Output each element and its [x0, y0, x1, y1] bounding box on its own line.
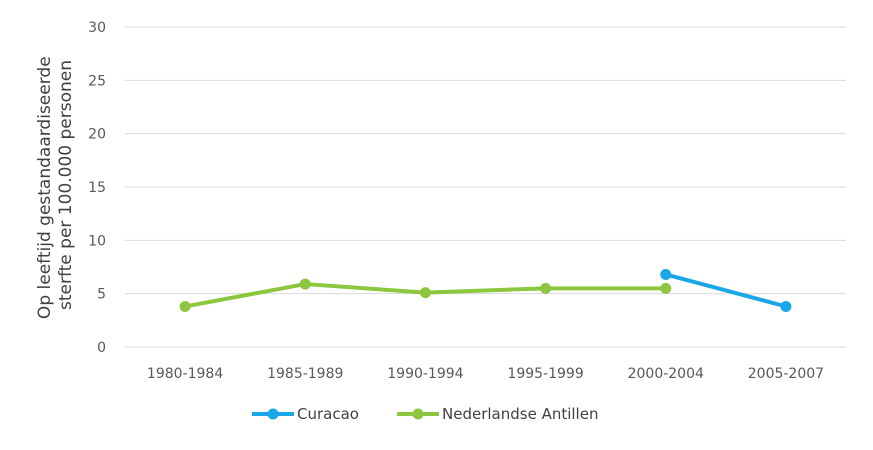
legend-swatch-marker [412, 408, 424, 420]
y-tick-label: 30 [88, 20, 106, 36]
data-point [660, 268, 672, 280]
series-0 [660, 268, 792, 312]
y-tick-label: 15 [88, 180, 106, 196]
y-axis-label-line-1: Op leeftijd gestandaardiseerde [35, 56, 55, 319]
x-tick-label: 2005-2007 [748, 366, 824, 382]
x-axis-ticks: 1980-1984 1985-1989 1990-1994 1995-1999 2000… [147, 366, 824, 382]
legend-item: Curacao [252, 405, 359, 423]
legend-label: Nederlandse Antillen [442, 405, 598, 423]
data-point [179, 300, 191, 312]
legend: Curacao Nederlandse Antillen [252, 405, 598, 423]
y-tick-label: 25 [88, 73, 106, 89]
y-tick-label: 20 [88, 127, 106, 143]
y-axis-label: Op leeftijd gestandaardiseerde sterfte p… [35, 51, 76, 319]
x-tick-label: 1980-1984 [147, 366, 223, 382]
y-tick-label: 0 [97, 340, 106, 356]
y-axis-ticks: 0 5 10 15 20 25 30 [88, 20, 106, 356]
data-point [660, 282, 672, 294]
data-point [780, 300, 792, 312]
x-tick-label: 1995-1999 [507, 366, 583, 382]
data-point [540, 282, 552, 294]
data-point [299, 278, 311, 290]
legend-item: Nederlandse Antillen [397, 405, 598, 423]
series-1 [179, 278, 672, 312]
legend-swatch-marker [267, 408, 279, 420]
data-point [419, 287, 431, 299]
legend-label: Curacao [297, 405, 359, 423]
series-line [663, 272, 788, 309]
series [179, 268, 792, 312]
x-tick-label: 2000-2004 [628, 366, 704, 382]
y-axis-label-line-2: sterfte per 100.000 personen [56, 60, 76, 310]
x-tick-label: 1990-1994 [387, 366, 463, 382]
x-tick-label: 1985-1989 [267, 366, 343, 382]
y-tick-label: 5 [97, 287, 106, 303]
y-tick-label: 10 [88, 233, 106, 249]
